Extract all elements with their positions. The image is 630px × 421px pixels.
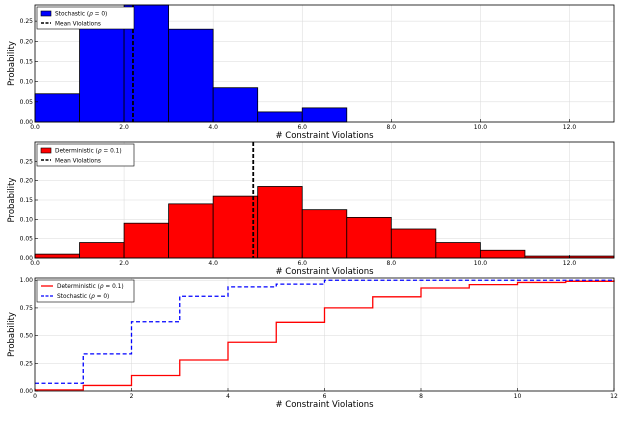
cdf-step-deterministic bbox=[35, 280, 615, 391]
y-axis-label: Probability bbox=[7, 178, 17, 223]
histogram-bar bbox=[301, 209, 348, 259]
x-tick-label: 8.0 bbox=[387, 124, 397, 131]
y-tick-label: 0.05 bbox=[20, 99, 34, 106]
x-tick-label: 10.0 bbox=[474, 260, 488, 267]
y-tick-label: 0.05 bbox=[20, 236, 34, 243]
histogram-bar bbox=[79, 242, 125, 259]
x-tick-label: 2.0 bbox=[119, 124, 129, 131]
histogram-bar bbox=[212, 87, 259, 123]
y-tick-label: 0.25 bbox=[20, 18, 34, 25]
histogram-bar bbox=[168, 28, 214, 123]
legend-swatch-bar bbox=[40, 147, 52, 154]
legend-box bbox=[36, 279, 135, 303]
y-tick-label: 0.10 bbox=[20, 216, 34, 223]
histogram-bar bbox=[34, 253, 80, 259]
histogram-bar bbox=[257, 186, 303, 259]
y-tick-label: 0.00 bbox=[20, 119, 34, 126]
x-tick-label: 12.0 bbox=[563, 124, 577, 131]
x-tick-label: 10.0 bbox=[474, 124, 488, 131]
histogram-bar bbox=[301, 107, 348, 123]
y-tick-label: 0.75 bbox=[20, 305, 34, 312]
histogram-bar bbox=[123, 222, 170, 259]
legend-entry-series: Stochastic (ρ = 0) bbox=[57, 294, 109, 300]
panel-1: 0.0 2.0 4.0 6.0 8.0 10.0 12.0 0.00 0.05 0.10 0.15 0… bbox=[7, 4, 615, 141]
x-tick-label: 12 bbox=[610, 393, 618, 400]
x-tick-label: 12.0 bbox=[563, 260, 577, 267]
histogram-bar bbox=[212, 195, 259, 259]
panel-3: 0 2 4 6 8 10 12 0.00 0.25 0.50 0.75 1.00 # Constrain… bbox=[7, 277, 618, 410]
x-tick-label: 6 bbox=[323, 393, 327, 400]
legend-box bbox=[36, 6, 135, 30]
y-tick-label: 0.20 bbox=[20, 38, 34, 45]
x-tick-label: 4.0 bbox=[208, 260, 218, 267]
histogram-bar bbox=[346, 216, 392, 259]
y-axis-label: Probability bbox=[7, 312, 17, 357]
y-tick-label: 1.00 bbox=[20, 277, 34, 284]
legend-entry-mean: Mean Violations bbox=[55, 159, 101, 165]
y-tick-label: 0.15 bbox=[20, 197, 34, 204]
y-tick-label: 0.20 bbox=[20, 178, 34, 185]
x-tick-label: 6.0 bbox=[297, 260, 307, 267]
histogram-bar bbox=[435, 242, 481, 259]
y-tick-label: 0.00 bbox=[20, 255, 34, 262]
histogram-bar bbox=[79, 14, 125, 123]
y-tick-label: 0.25 bbox=[20, 158, 34, 165]
y-axis-label: Probability bbox=[7, 41, 17, 86]
legend-entry-series: Deterministic (ρ = 0.1) bbox=[55, 149, 122, 155]
legend-entry-series: Stochastic (ρ = 0) bbox=[55, 12, 107, 18]
x-tick-label: 8.0 bbox=[387, 260, 397, 267]
axes-frame bbox=[34, 4, 615, 123]
y-tick-label: 0.25 bbox=[20, 360, 34, 367]
x-tick-label: 0.0 bbox=[30, 124, 40, 131]
y-tick-label: 0.15 bbox=[20, 58, 34, 65]
x-tick-label: 2.0 bbox=[119, 260, 129, 267]
y-tick-label: 0.50 bbox=[20, 333, 34, 340]
y-tick-label: 0.00 bbox=[20, 388, 34, 395]
x-tick-label: 8 bbox=[419, 393, 423, 400]
legend-entry-series: Deterministic (ρ = 0.1) bbox=[57, 284, 124, 290]
x-tick-label: 4.0 bbox=[208, 124, 218, 131]
x-tick-label: 4 bbox=[226, 393, 230, 400]
x-tick-label: 2 bbox=[130, 393, 134, 400]
y-tick-label: 0.10 bbox=[20, 79, 34, 86]
x-axis-label: # Constraint Violations bbox=[275, 267, 374, 277]
x-tick-label: 10 bbox=[514, 393, 522, 400]
legend-entry-mean: Mean Violations bbox=[55, 22, 101, 28]
x-axis-label: # Constraint Violations bbox=[275, 131, 374, 141]
histogram-bar bbox=[479, 249, 526, 259]
histogram-bar bbox=[390, 228, 437, 259]
legend-swatch-bar bbox=[40, 10, 52, 17]
panel-2: 0.0 2.0 4.0 6.0 8.0 10.0 12.0 0.00 0.05 0.10 0.15 0… bbox=[7, 141, 615, 277]
x-tick-label: 6.0 bbox=[297, 124, 307, 131]
histogram-bar bbox=[257, 111, 303, 123]
x-axis-label: # Constraint Violations bbox=[275, 400, 374, 410]
cdf-step-stochastic bbox=[35, 279, 614, 384]
x-tick-label: 0 bbox=[33, 393, 37, 400]
histogram-bar bbox=[168, 203, 214, 259]
legend-box bbox=[36, 143, 135, 167]
x-tick-label: 0.0 bbox=[30, 260, 40, 267]
histogram-bar bbox=[34, 93, 80, 123]
